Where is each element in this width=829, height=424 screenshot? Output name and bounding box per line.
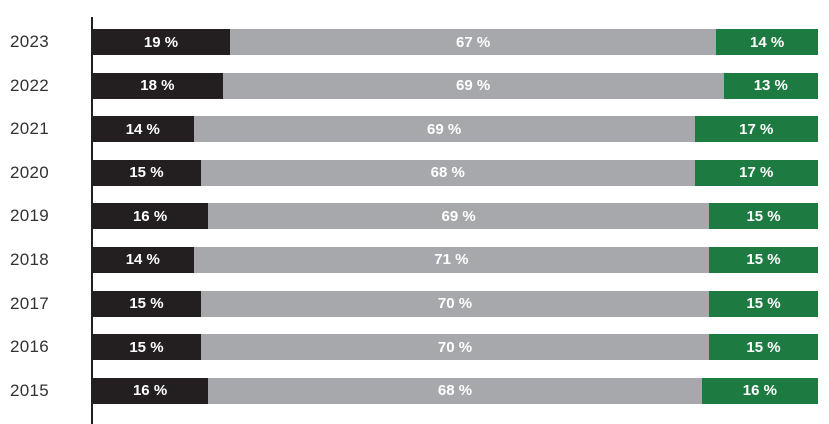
segment-value-label: 68 %	[437, 382, 473, 400]
chart-row: 2023 19 % 67 % 14 %	[0, 29, 829, 55]
segment-value-label: 15 %	[129, 338, 164, 356]
chart-row: 2022 18 % 69 % 13 %	[0, 72, 829, 99]
chart-row: 2017 15 % 70 % 15 %	[0, 290, 829, 317]
bar-gray-segment: 71 %	[193, 246, 710, 273]
bar-black-segment: 14 %	[92, 116, 194, 143]
chart-row: 2021 14 % 69 % 17 %	[0, 116, 829, 143]
segment-value-label: 67 %	[456, 33, 491, 51]
chart-row: 2015 16 % 68 % 16 %	[0, 377, 829, 404]
year-label: 2021	[10, 119, 50, 139]
segment-value-label: 68 %	[430, 164, 465, 182]
segment-value-label: 15 %	[746, 207, 781, 225]
year-label: 2019	[10, 206, 50, 226]
segment-value-label: 71 %	[434, 251, 469, 269]
bar-green-segment: 13 %	[723, 72, 818, 99]
segment-value-label: 15 %	[129, 164, 164, 182]
bar-gray-segment: 69 %	[193, 116, 695, 143]
segment-value-label: 14 %	[125, 120, 160, 138]
year-label: 2017	[10, 293, 50, 313]
segment-value-label: 69 %	[426, 120, 462, 138]
segment-value-label: 15 %	[129, 295, 164, 313]
bar-black-segment: 15 %	[92, 159, 201, 186]
bar-green-segment: 16 %	[701, 377, 818, 404]
bar-track: 15 % 68 % 17 %	[92, 159, 818, 186]
year-label: 2020	[10, 162, 50, 182]
segment-value-label: 14 %	[750, 33, 785, 51]
bar-track: 14 % 69 % 17 %	[92, 116, 818, 143]
bar-track: 16 % 68 % 16 %	[92, 377, 818, 404]
bar-track: 14 % 71 % 15 %	[92, 246, 818, 273]
bar-gray-segment: 69 %	[222, 72, 724, 99]
bar-gray-segment: 68 %	[200, 159, 695, 186]
bar-green-segment: 15 %	[709, 203, 818, 230]
bar-green-segment: 15 %	[709, 290, 818, 317]
bar-green-segment: 14 %	[716, 29, 818, 55]
segment-value-label: 14 %	[125, 251, 160, 269]
bar-black-segment: 18 %	[92, 72, 223, 99]
bar-gray-segment: 67 %	[229, 29, 717, 55]
bar-green-segment: 17 %	[694, 116, 818, 143]
segment-value-label: 18 %	[140, 77, 175, 95]
segment-value-label: 13 %	[753, 77, 788, 95]
bar-track: 16 % 69 % 15 %	[92, 203, 818, 230]
year-label: 2015	[10, 380, 50, 400]
bar-black-segment: 16 %	[92, 203, 209, 230]
year-label: 2018	[10, 249, 50, 269]
bar-black-segment: 15 %	[92, 334, 201, 361]
segment-value-label: 19 %	[143, 33, 179, 51]
chart-rows: 2023 19 % 67 % 14 % 2022 18 % 69 % 13 % 2021 14 %…	[0, 29, 829, 421]
year-label: 2022	[10, 75, 50, 95]
chart-row: 2016 15 % 70 % 15 %	[0, 334, 829, 361]
segment-value-label: 70 %	[437, 295, 473, 313]
bar-track: 15 % 70 % 15 %	[92, 290, 818, 317]
bar-gray-segment: 70 %	[200, 290, 710, 317]
bar-gray-segment: 69 %	[208, 203, 710, 230]
segment-value-label: 15 %	[746, 251, 781, 269]
segment-value-label: 16 %	[742, 382, 777, 400]
bar-green-segment: 17 %	[694, 159, 818, 186]
segment-value-label: 69 %	[456, 77, 491, 95]
bar-gray-segment: 68 %	[208, 377, 702, 404]
bar-gray-segment: 70 %	[200, 334, 710, 361]
segment-value-label: 16 %	[132, 382, 168, 400]
year-label: 2016	[10, 337, 50, 357]
bar-green-segment: 15 %	[709, 334, 818, 361]
bar-green-segment: 15 %	[709, 246, 818, 273]
bar-black-segment: 16 %	[92, 377, 209, 404]
segment-value-label: 16 %	[132, 207, 168, 225]
chart-row: 2020 15 % 68 % 17 %	[0, 159, 829, 186]
bar-black-segment: 14 %	[92, 246, 194, 273]
segment-value-label: 15 %	[746, 338, 781, 356]
segment-value-label: 15 %	[746, 295, 781, 313]
segment-value-label: 69 %	[441, 207, 476, 225]
segment-value-label: 17 %	[739, 164, 774, 182]
bar-black-segment: 15 %	[92, 290, 201, 317]
segment-value-label: 17 %	[739, 120, 774, 138]
segment-value-label: 70 %	[437, 338, 473, 356]
bar-track: 15 % 70 % 15 %	[92, 334, 818, 361]
bar-black-segment: 19 %	[92, 29, 230, 55]
bar-track: 18 % 69 % 13 %	[92, 72, 818, 99]
chart-row: 2019 16 % 69 % 15 %	[0, 203, 829, 230]
year-label: 2023	[10, 32, 50, 51]
chart-row: 2018 14 % 71 % 15 %	[0, 246, 829, 273]
bar-track: 19 % 67 % 14 %	[92, 29, 818, 55]
